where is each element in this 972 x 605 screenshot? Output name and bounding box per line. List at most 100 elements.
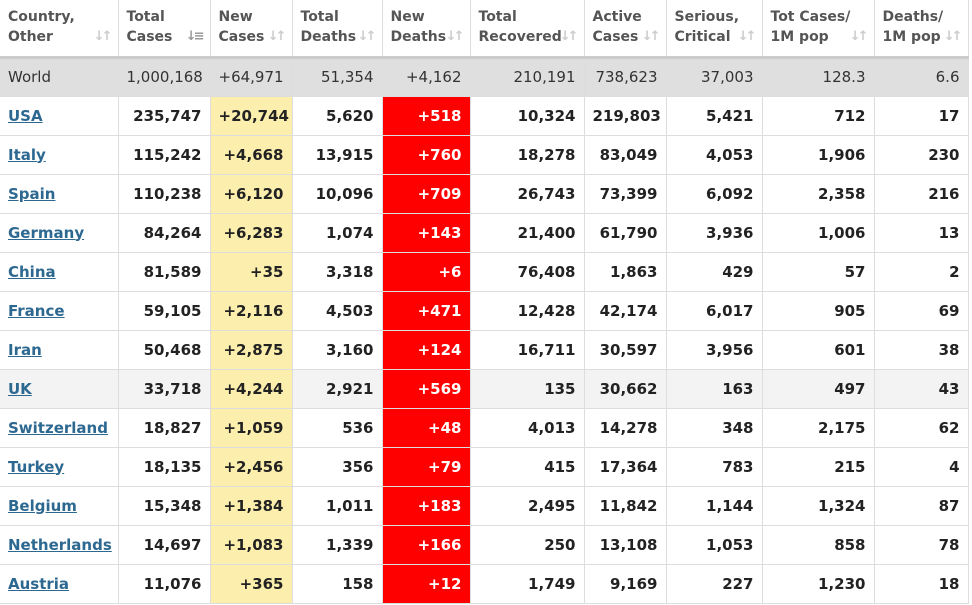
country-link[interactable]: Germany [8, 223, 85, 242]
sort-icon[interactable]: ↓↑ [445, 28, 465, 44]
cell-total-recovered: 250 [470, 525, 585, 565]
column-header-total-deaths[interactable]: Total Deaths ↓↑ [292, 0, 383, 59]
table-row: Switzerland 18,827 +1,059 536 +48 4,013 14,278… [0, 408, 969, 448]
cell-active-cases: 11,842 [584, 486, 667, 526]
cell-serious-critical: 6,092 [666, 174, 763, 214]
sort-icon[interactable]: ↓↑ [267, 28, 287, 44]
world-row: World 1,000,168 +64,971 51,354 +4,162 210,191… [0, 57, 969, 97]
cell-cases-per-1m: 1,906 [762, 135, 875, 175]
cell-total-recovered: 10,324 [470, 96, 585, 136]
sort-icon[interactable]: ↓↑ [737, 28, 757, 44]
header-line1: Country, [8, 9, 75, 25]
cell-deaths-per-1m: 78 [874, 525, 969, 565]
cell-new-deaths: +79 [382, 447, 471, 487]
sort-icon[interactable]: ↓↑ [357, 28, 377, 44]
cell-total-recovered: 135 [470, 369, 585, 409]
cell-active-cases: 61,790 [584, 213, 667, 253]
cell-new-deaths: +6 [382, 252, 471, 292]
cell-deaths-per-1m: 87 [874, 486, 969, 526]
cell-cases-per-1m: 858 [762, 525, 875, 565]
table-row: Belgium 15,348 +1,384 1,011 +183 2,495 11,842 1… [0, 486, 969, 526]
cell-deaths-per-1m: 6.6 [874, 57, 969, 97]
cell-total-recovered: 1,749 [470, 564, 585, 604]
table-row: Austria 11,076 +365 158 +12 1,749 9,169 227 1,23… [0, 564, 969, 604]
country-link[interactable]: Spain [8, 184, 56, 203]
cell-deaths-per-1m: 69 [874, 291, 969, 331]
column-header-new-deaths[interactable]: New Deaths ↓↑ [382, 0, 471, 59]
table-row: China 81,589 +35 3,318 +6 76,408 1,863 429 57 2 [0, 252, 969, 292]
sort-desc-icon[interactable]: ↓≡ [185, 28, 205, 44]
cell-active-cases: 14,278 [584, 408, 667, 448]
header-line1: Serious, [674, 9, 740, 25]
cell-new-cases: +1,059 [210, 408, 293, 448]
cell-new-deaths: +709 [382, 174, 471, 214]
sort-icon[interactable]: ↓↑ [93, 28, 113, 44]
column-header-total-cases[interactable]: Total Cases ↓≡ [118, 0, 211, 59]
cell-active-cases: 42,174 [584, 291, 667, 331]
cell-total-cases: 18,827 [118, 408, 211, 448]
header-line2: 1M pop [770, 29, 829, 45]
sort-icon[interactable]: ↓↑ [559, 28, 579, 44]
cell-country: Italy [0, 135, 119, 175]
cell-deaths-per-1m: 2 [874, 252, 969, 292]
header-row: Country, Other ↓↑ Total Cases ↓≡ New Cases ↓↑ Tot… [0, 0, 969, 59]
country-link[interactable]: Austria [8, 574, 70, 593]
country-link[interactable]: Switzerland [8, 418, 108, 437]
cell-total-recovered: 2,495 [470, 486, 585, 526]
header-line2: Recovered [478, 29, 562, 45]
column-header-new-cases[interactable]: New Cases ↓↑ [210, 0, 293, 59]
cell-cases-per-1m: 215 [762, 447, 875, 487]
cell-new-cases: +6,120 [210, 174, 293, 214]
cell-active-cases: 9,169 [584, 564, 667, 604]
cell-total-cases: 84,264 [118, 213, 211, 253]
sort-icon[interactable]: ↓↑ [849, 28, 869, 44]
cell-new-cases: +6,283 [210, 213, 293, 253]
table-row: Spain 110,238 +6,120 10,096 +709 26,743 73,399… [0, 174, 969, 214]
country-link[interactable]: UK [8, 379, 32, 398]
cell-total-deaths: 10,096 [292, 174, 383, 214]
cell-new-deaths: +12 [382, 564, 471, 604]
cell-cases-per-1m: 2,358 [762, 174, 875, 214]
cell-country: Germany [0, 213, 119, 253]
cell-serious-critical: 227 [666, 564, 763, 604]
cell-country: Spain [0, 174, 119, 214]
cell-new-deaths: +518 [382, 96, 471, 136]
country-link[interactable]: Turkey [8, 457, 65, 476]
cell-new-deaths: +569 [382, 369, 471, 409]
country-link[interactable]: Italy [8, 145, 46, 164]
country-link[interactable]: USA [8, 106, 43, 125]
header-line1: New [218, 9, 253, 25]
header-line2: Cases [126, 29, 173, 45]
cell-cases-per-1m: 712 [762, 96, 875, 136]
cell-total-recovered: 18,278 [470, 135, 585, 175]
column-header-deaths-per-1m[interactable]: Deaths/1M pop ↓↑ [874, 0, 969, 59]
cell-new-cases: +365 [210, 564, 293, 604]
cell-new-deaths: +471 [382, 291, 471, 331]
table-row: Iran 50,468 +2,875 3,160 +124 16,711 30,597 3,9… [0, 330, 969, 370]
cell-new-deaths: +183 [382, 486, 471, 526]
cell-total-deaths: 356 [292, 447, 383, 487]
cell-country: Iran [0, 330, 119, 370]
cell-new-cases: +2,116 [210, 291, 293, 331]
country-link[interactable]: Netherlands [8, 535, 112, 554]
country-link[interactable]: Belgium [8, 496, 77, 515]
cell-total-cases: 15,348 [118, 486, 211, 526]
cell-cases-per-1m: 497 [762, 369, 875, 409]
column-header-active-cases[interactable]: Active Cases ↓↑ [584, 0, 667, 59]
column-header-country[interactable]: Country, Other ↓↑ [0, 0, 119, 59]
cell-deaths-per-1m: 43 [874, 369, 969, 409]
column-header-serious-critical[interactable]: Serious, Critical ↓↑ [666, 0, 763, 59]
column-header-total-recovered[interactable]: Total Recovered ↓↑ [470, 0, 585, 59]
cell-cases-per-1m: 57 [762, 252, 875, 292]
country-link[interactable]: France [8, 301, 65, 320]
sort-icon[interactable]: ↓↑ [943, 28, 963, 44]
cell-serious-critical: 37,003 [666, 57, 763, 97]
table-row: Germany 84,264 +6,283 1,074 +143 21,400 61,790… [0, 213, 969, 253]
country-link[interactable]: China [8, 262, 56, 281]
cell-deaths-per-1m: 13 [874, 213, 969, 253]
country-link[interactable]: Iran [8, 340, 42, 359]
sort-icon[interactable]: ↓↑ [641, 28, 661, 44]
cell-new-deaths: +4,162 [382, 57, 471, 97]
column-header-cases-per-1m[interactable]: Tot Cases/1M pop ↓↑ [762, 0, 875, 59]
cell-new-deaths: +48 [382, 408, 471, 448]
